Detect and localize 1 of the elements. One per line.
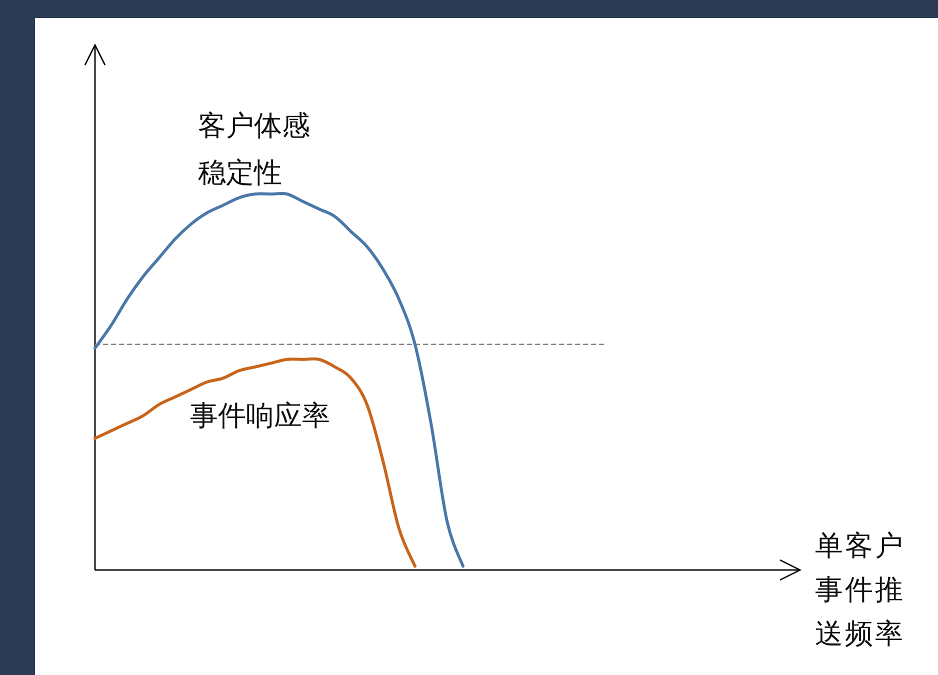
annotation: 单客户事件推送频率	[815, 529, 905, 650]
